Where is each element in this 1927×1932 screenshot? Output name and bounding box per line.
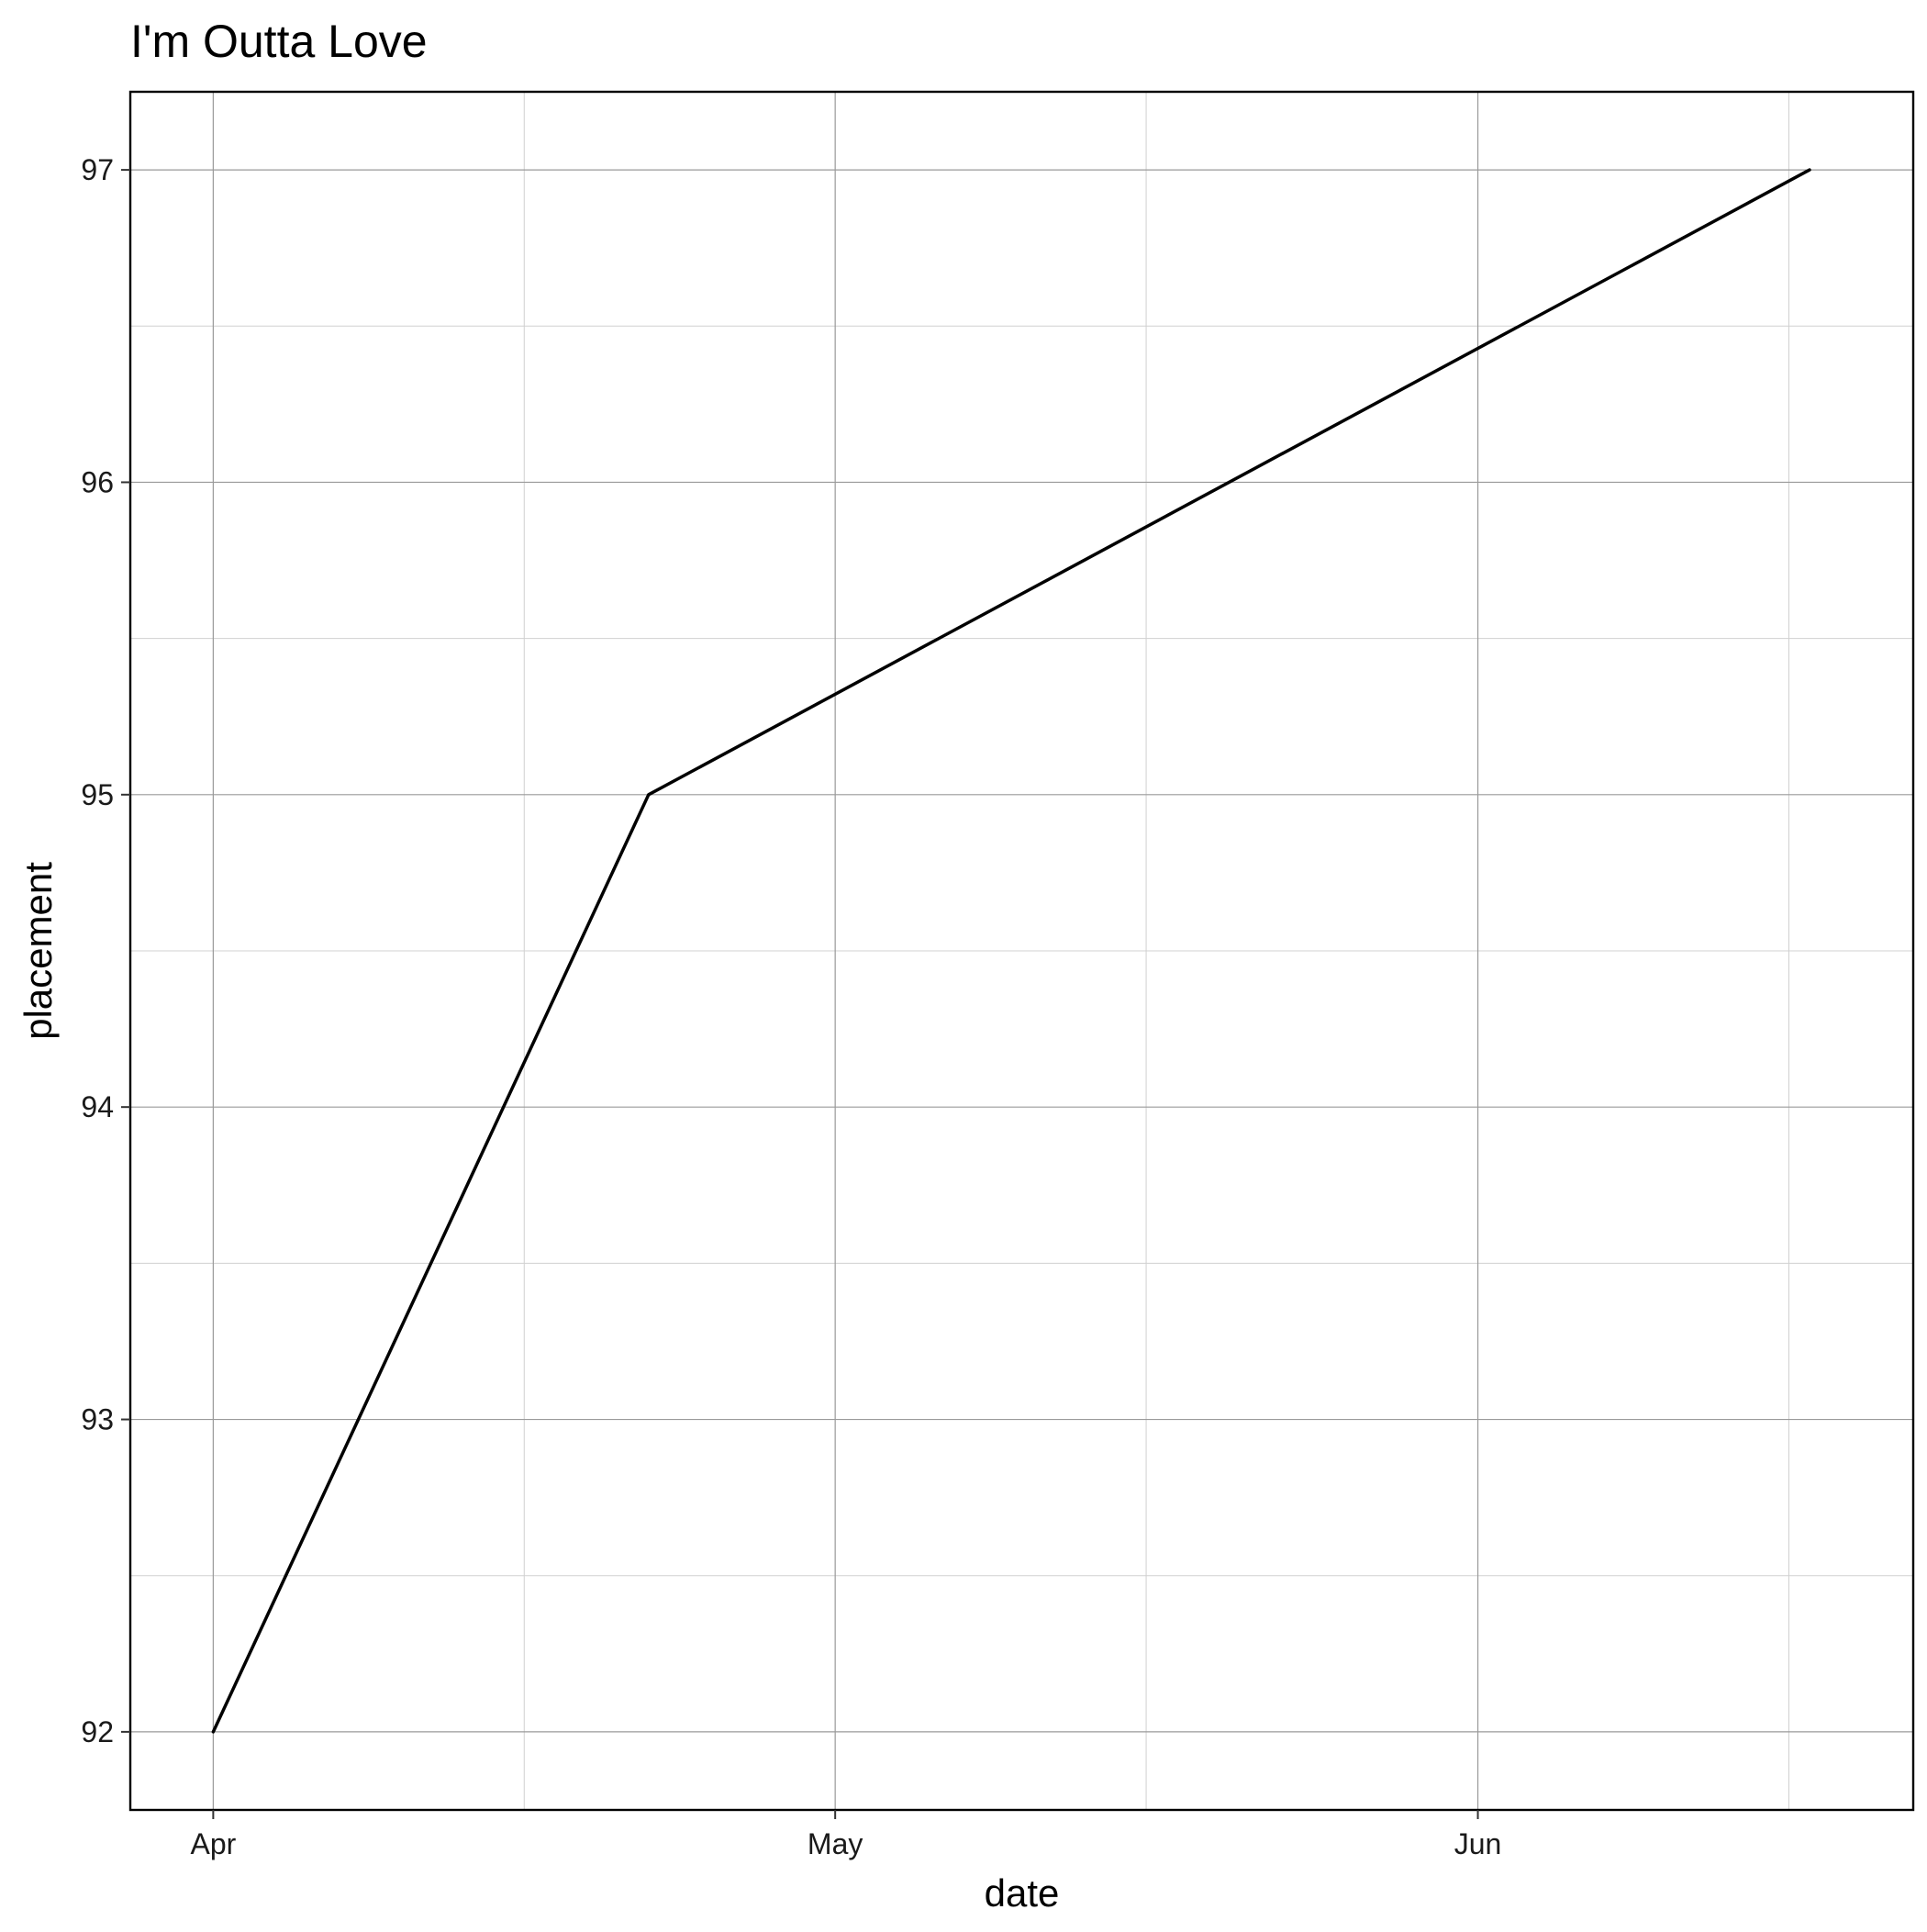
chart-title: I'm Outta Love bbox=[130, 16, 428, 67]
y-axis-title: placement bbox=[17, 862, 60, 1040]
y-tick-label: 97 bbox=[81, 153, 114, 186]
y-tick-label: 92 bbox=[81, 1715, 114, 1748]
y-tick-label: 95 bbox=[81, 778, 114, 811]
y-tick-label: 93 bbox=[81, 1403, 114, 1436]
series-line bbox=[211, 168, 1811, 1734]
series-layer bbox=[211, 168, 1811, 1734]
axis-ticks bbox=[121, 169, 1479, 1819]
x-axis-title: date bbox=[985, 1871, 1060, 1915]
y-tick-label: 94 bbox=[81, 1090, 114, 1123]
tick-labels: Apr May Jun 92 93 94 95 96 97 bbox=[81, 153, 1501, 1860]
minor-grid bbox=[130, 92, 1913, 1810]
major-grid bbox=[130, 92, 1913, 1810]
y-tick-label: 96 bbox=[81, 465, 114, 498]
plot-panel-border bbox=[128, 90, 1915, 1812]
x-tick-label: May bbox=[808, 1827, 863, 1860]
x-tick-label: Apr bbox=[190, 1827, 236, 1860]
x-tick-label: Jun bbox=[1454, 1827, 1502, 1860]
